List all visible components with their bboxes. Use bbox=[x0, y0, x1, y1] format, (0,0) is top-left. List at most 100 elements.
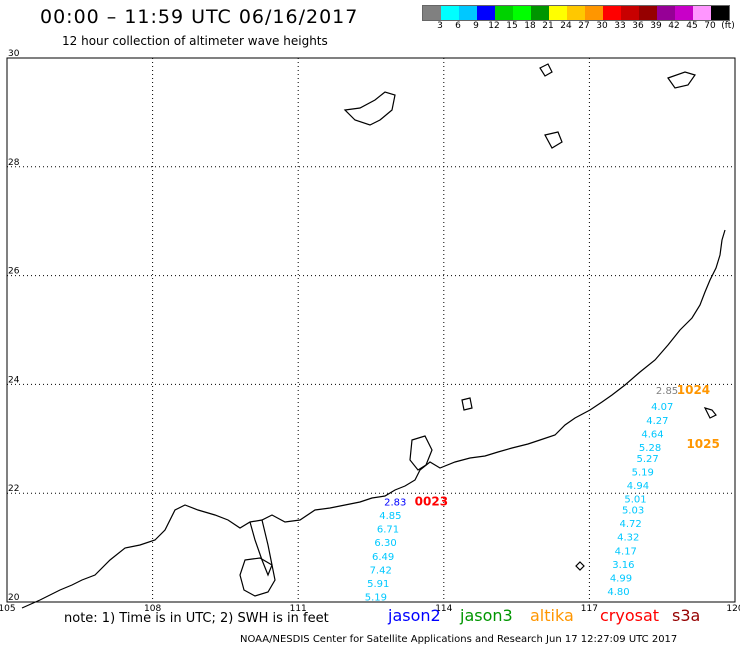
lat-tick-label: 22 bbox=[8, 484, 19, 494]
colorbar-swatch bbox=[621, 6, 639, 20]
wave-height-colorbar bbox=[422, 5, 730, 21]
altimeter-tracks: 2.85 4.07 4.27 4.64 5.285.27 5.19 4.94 5.015.03… bbox=[365, 383, 720, 604]
leizhou-peninsula bbox=[249, 519, 273, 577]
colorbar-label: 45 bbox=[686, 21, 698, 31]
wave-height-value: 3.16 bbox=[612, 560, 634, 571]
track-time-label: 0023 bbox=[415, 494, 448, 508]
inland-lake-4 bbox=[539, 63, 553, 77]
credit-text: NOAA/NESDIS Center for Satellite Applica… bbox=[240, 634, 678, 645]
colorbar-label: 70 bbox=[704, 21, 716, 31]
wave-height-value: 4.07 bbox=[651, 402, 673, 413]
colorbar-label: 33 bbox=[614, 21, 626, 31]
colorbar-swatch bbox=[531, 6, 549, 20]
colorbar-label: 39 bbox=[650, 21, 662, 31]
wave-height-value: 4.32 bbox=[617, 533, 639, 544]
lat-tick-label: 26 bbox=[8, 267, 20, 277]
colorbar-label: 9 bbox=[473, 21, 479, 31]
wave-height-value: 5.27 bbox=[637, 454, 659, 465]
inland-lake-3 bbox=[544, 131, 563, 149]
colorbar-label: 18 bbox=[524, 21, 536, 31]
colorbar-label: 27 bbox=[578, 21, 590, 31]
wave-height-value: 4.64 bbox=[641, 429, 663, 440]
lon-tick-label: 105 bbox=[0, 604, 16, 614]
dot-island bbox=[575, 561, 585, 571]
colorbar-swatch bbox=[495, 6, 513, 20]
wave-height-value: 4.85 bbox=[379, 511, 401, 522]
map-grid bbox=[6, 57, 736, 603]
lon-tick-label: 114 bbox=[435, 604, 452, 614]
inland-lake-1 bbox=[343, 91, 396, 126]
note-text: note: 1) Time is in UTC; 2) SWH is in fe… bbox=[64, 611, 329, 626]
colorbar-swatch bbox=[657, 6, 675, 20]
colorbar-label: 24 bbox=[560, 21, 572, 31]
track-time-label: 1024 bbox=[677, 383, 710, 397]
colorbar-swatch bbox=[423, 6, 441, 20]
wave-height-value: 4.94 bbox=[627, 481, 649, 492]
wave-height-value: 6.30 bbox=[374, 538, 396, 549]
colorbar-swatch bbox=[711, 6, 729, 20]
map-frame bbox=[6, 57, 736, 603]
small-island bbox=[461, 397, 473, 411]
colorbar-label: 42 bbox=[668, 21, 680, 31]
mainland-coastline bbox=[21, 229, 726, 609]
wave-height-value: 6.49 bbox=[372, 552, 394, 563]
lon-tick-label: 117 bbox=[581, 604, 598, 614]
wave-height-value: 5.01 bbox=[624, 495, 646, 506]
page-title: 00:00 – 11:59 UTC 06/16/2017 bbox=[40, 6, 359, 28]
wave-height-value: 5.19 bbox=[365, 593, 387, 604]
wave-height-value: 4.17 bbox=[615, 546, 637, 557]
colorbar-label: 15 bbox=[506, 21, 518, 31]
colorbar-label: 12 bbox=[488, 21, 500, 31]
colorbar-swatch bbox=[567, 6, 585, 20]
wave-height-value: 4.27 bbox=[646, 416, 668, 427]
lon-tick-label: 120 bbox=[726, 604, 740, 614]
colorbar-label: 3 bbox=[437, 21, 443, 31]
colorbar-label: (ft) bbox=[721, 21, 735, 31]
wave-height-value: 4.80 bbox=[607, 587, 629, 598]
colorbar-label: 6 bbox=[455, 21, 461, 31]
wave-height-value: 7.42 bbox=[370, 565, 392, 576]
satellite-legend-item: altika bbox=[530, 606, 574, 625]
wave-height-value: 4.72 bbox=[620, 519, 642, 530]
colorbar-label: 21 bbox=[542, 21, 554, 31]
lat-tick-label: 28 bbox=[8, 158, 20, 168]
wave-height-value: 5.19 bbox=[632, 467, 654, 478]
wave-height-value: 6.71 bbox=[377, 525, 399, 536]
satellite-legend-item: jason2 bbox=[388, 606, 441, 625]
colorbar-swatch bbox=[675, 6, 693, 20]
colorbar-swatch bbox=[513, 6, 531, 20]
wave-height-value: 5.91 bbox=[367, 579, 389, 590]
colorbar-labels: 3 6 9 12 15 18 21 24 27 30 33 36 39 42 45 70 (ft) bbox=[422, 21, 740, 33]
pearl-river-estuary bbox=[409, 435, 433, 471]
island-east bbox=[703, 407, 717, 419]
colorbar-label: 36 bbox=[632, 21, 644, 31]
page-subtitle: 12 hour collection of altimeter wave hei… bbox=[62, 34, 328, 48]
lon-tick-label: 111 bbox=[290, 604, 307, 614]
wave-height-value: 2.85 bbox=[656, 386, 678, 397]
colorbar-swatch bbox=[603, 6, 621, 20]
wave-height-value: 5.03 bbox=[622, 506, 644, 517]
lat-tick-label: 24 bbox=[8, 375, 20, 385]
colorbar-swatch bbox=[639, 6, 657, 20]
lat-tick-label: 30 bbox=[8, 49, 20, 59]
satellite-legend-item: jason3 bbox=[460, 606, 513, 625]
colorbar-swatch bbox=[693, 6, 711, 20]
colorbar-swatch bbox=[459, 6, 477, 20]
coastline bbox=[21, 63, 726, 609]
colorbar-swatch bbox=[585, 6, 603, 20]
satellite-legend-item: s3a bbox=[672, 606, 701, 625]
colorbar-swatch bbox=[441, 6, 459, 20]
colorbar-swatch bbox=[549, 6, 567, 20]
axis-labels: 105 108 111 114 117 120 30 28 26 24 22 20 bbox=[0, 49, 740, 614]
lat-tick-label: 20 bbox=[8, 593, 20, 603]
wave-height-value: 2.83 bbox=[384, 497, 406, 508]
colorbar-label: 30 bbox=[596, 21, 608, 31]
lon-tick-label: 108 bbox=[144, 604, 161, 614]
colorbar-swatch bbox=[477, 6, 495, 20]
wave-height-value: 5.28 bbox=[639, 443, 661, 454]
wave-height-value: 4.99 bbox=[610, 574, 632, 585]
hainan-island bbox=[239, 557, 276, 597]
satellite-legend-item: cryosat bbox=[600, 606, 660, 625]
inland-lake-2 bbox=[667, 71, 696, 89]
